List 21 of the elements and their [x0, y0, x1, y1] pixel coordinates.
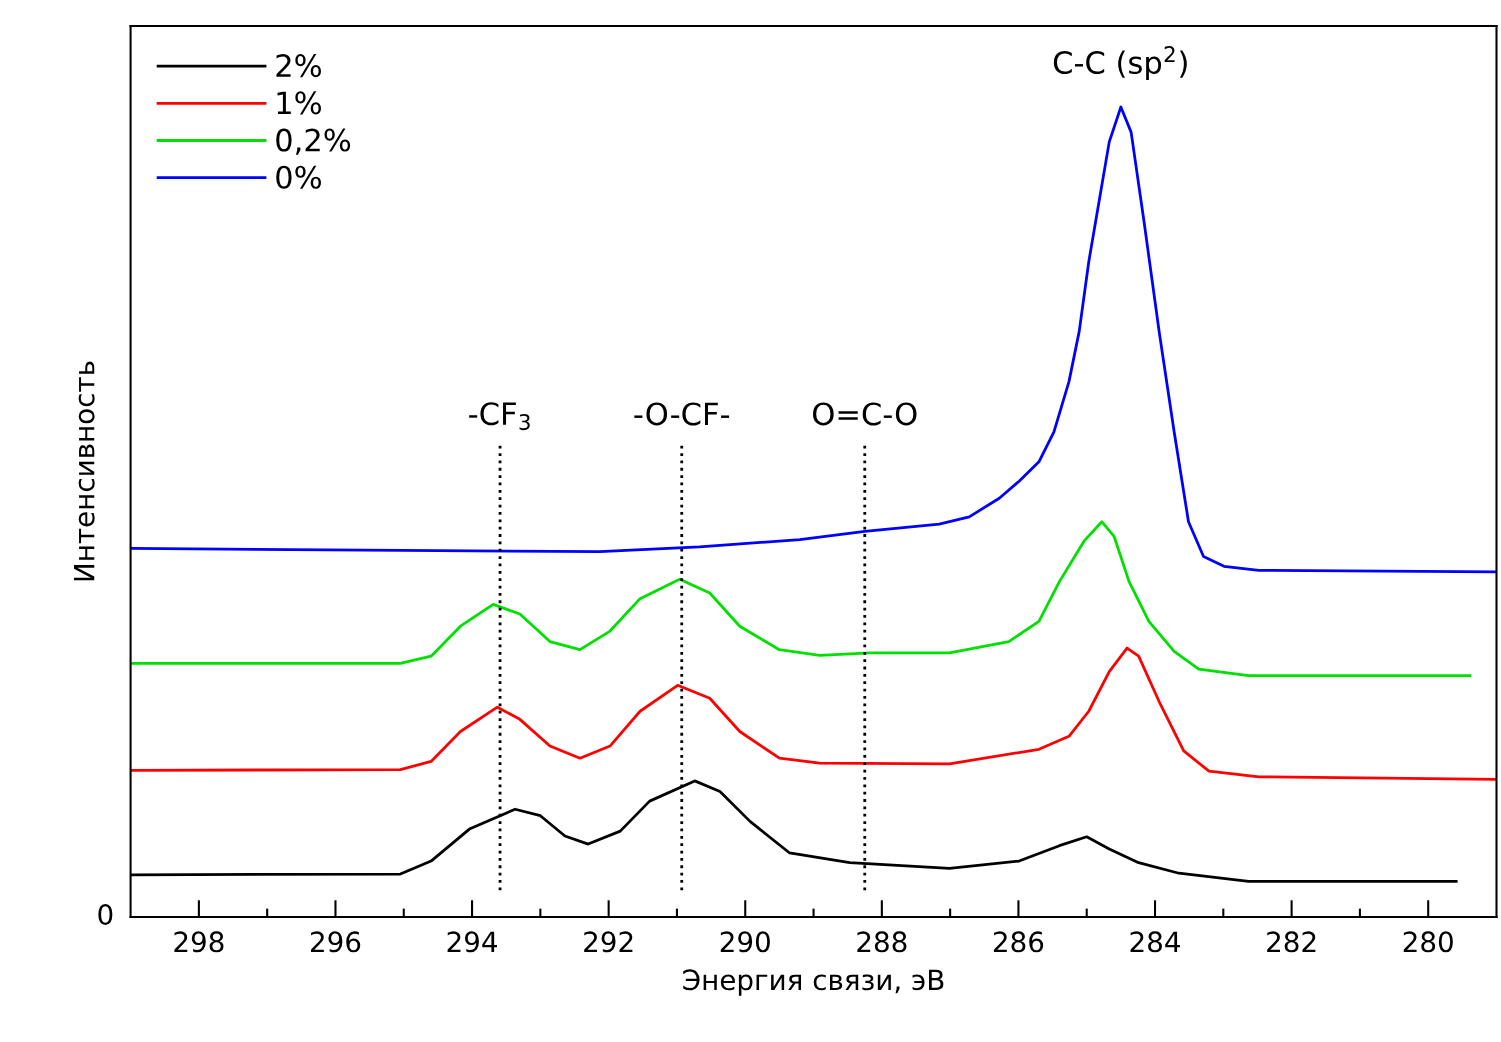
- text: 0: [98, 904, 113, 926]
- x-tick-label: 298: [174, 931, 224, 953]
- x-tick-label: 296: [311, 931, 361, 953]
- x-tick-label: 286: [993, 931, 1044, 953]
- x-tick-label: 288: [857, 931, 907, 953]
- x-tick-label: 290: [720, 931, 770, 953]
- legend-label: 2%: [276, 54, 321, 78]
- y-axis-title: Интенсивность: [74, 361, 95, 581]
- x-tick-label: 284: [1130, 931, 1180, 953]
- annotation: C-C (sp$^{2}$): [1053, 46, 1187, 81]
- x-tick-label: 280: [1403, 931, 1453, 953]
- x-tick-label: 282: [1267, 931, 1316, 953]
- legend-label: 0%: [276, 165, 321, 189]
- ref-line-label: -O-CF-: [634, 402, 730, 426]
- x-axis-title: Энергия связи, эВ: [683, 969, 944, 996]
- x-tick-label: 294: [447, 931, 498, 953]
- legend-label: 0,2%: [276, 128, 351, 155]
- ref-line-label: -CF$_{3}$: [469, 402, 530, 431]
- ref-line-label: O=C-O: [813, 402, 917, 426]
- legend-label: 1%: [277, 91, 321, 115]
- x-tick-label: 292: [584, 931, 633, 953]
